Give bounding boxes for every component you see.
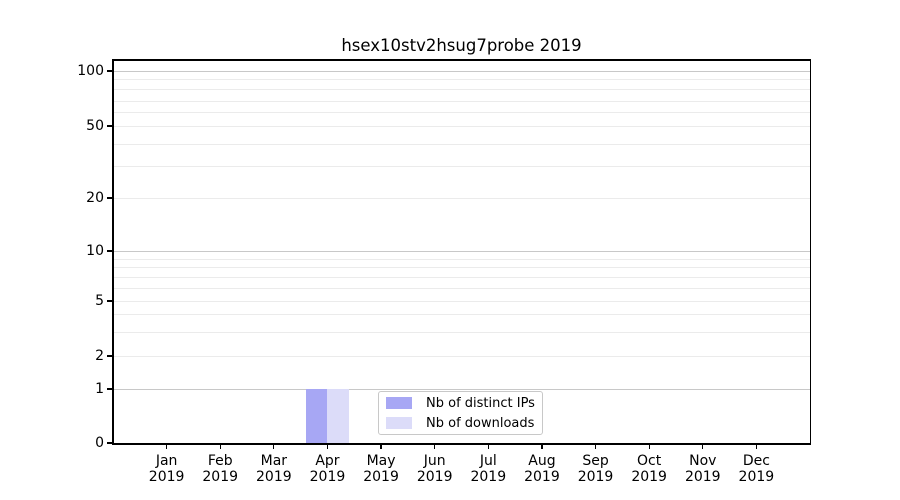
x-tick-label: Jun 2019 (416, 453, 453, 485)
chart-title: hsex10stv2hsug7probe 2019 (341, 36, 582, 55)
gridline-minor (113, 331, 810, 333)
y-tick-label: 100 (77, 63, 104, 79)
legend-label-distinct-ips: Nb of distinct IPs (426, 395, 535, 411)
x-tick-mark (541, 444, 543, 450)
x-tick-mark (755, 444, 758, 450)
gridline-minor (113, 126, 810, 127)
y-tick-label: 2 (95, 348, 104, 364)
y-tick-mark (107, 125, 113, 127)
gridline-minor (113, 356, 810, 357)
x-tick-label: Mar 2019 (256, 453, 292, 485)
y-tick-mark (107, 355, 113, 357)
x-tick-label: Nov 2019 (684, 453, 721, 485)
gridline-major (113, 389, 810, 390)
x-tick-label: Feb 2019 (202, 453, 239, 485)
legend-row-downloads: Nb of downloads (386, 417, 542, 430)
gridline-minor (113, 111, 810, 113)
gridline-minor (113, 258, 810, 260)
y-tick-label: 10 (86, 243, 104, 259)
bar-distinct-ips (305, 389, 328, 443)
gridline-minor (113, 267, 810, 269)
spine-top (112, 59, 811, 61)
gridline-major (113, 251, 810, 252)
spine-bottom (112, 443, 811, 445)
y-tick-label: 1 (95, 381, 104, 397)
y-tick-mark (107, 70, 113, 72)
bar-downloads (327, 389, 349, 443)
gridline-minor (113, 301, 810, 302)
spine-right (809, 59, 811, 445)
gridline-minor (113, 287, 810, 289)
spine-left (112, 59, 114, 445)
legend-swatch-downloads-icon (386, 417, 412, 429)
legend: Nb of distinct IPs Nb of downloads (378, 391, 543, 435)
y-tick-mark (107, 250, 113, 252)
gridline-minor (113, 101, 810, 103)
gridline-minor (113, 198, 810, 199)
y-tick-label: 5 (95, 293, 104, 309)
gridline-minor (113, 79, 810, 81)
gridline-minor (113, 88, 810, 90)
legend-row-distinct-ips: Nb of distinct IPs (386, 397, 542, 410)
y-tick-mark (107, 197, 113, 199)
x-tick-mark (273, 444, 275, 450)
y-tick-label: 50 (86, 118, 104, 134)
x-tick-label: May 2019 (363, 453, 399, 485)
legend-swatch-distinct-ips-icon (386, 397, 412, 409)
plot-area: Nb of distinct IPs Nb of downloads (113, 60, 810, 443)
gridline-minor (113, 143, 810, 145)
x-tick-label: Aug 2019 (524, 453, 560, 485)
x-tick-label: Dec 2019 (738, 453, 775, 485)
gridline-minor (113, 165, 810, 167)
x-tick-mark (594, 444, 597, 450)
x-tick-label: Apr 2019 (309, 453, 346, 485)
y-tick-mark (107, 300, 113, 302)
x-tick-mark (219, 444, 221, 450)
y-tick-mark (107, 388, 113, 390)
x-tick-mark (434, 444, 436, 450)
x-tick-mark (165, 444, 168, 450)
gridline-minor (113, 276, 810, 278)
x-tick-mark (380, 444, 382, 450)
gridline-major (113, 71, 810, 72)
x-tick-mark (487, 444, 489, 450)
y-tick-mark (107, 442, 113, 444)
x-tick-label: Jan 2019 (148, 453, 185, 485)
x-tick-mark (648, 444, 650, 450)
x-tick-label: Oct 2019 (631, 453, 667, 485)
x-tick-label: Jul 2019 (470, 453, 507, 485)
y-tick-label: 20 (86, 190, 104, 206)
x-tick-mark (326, 444, 329, 450)
x-tick-mark (702, 444, 704, 450)
gridline-minor (113, 314, 810, 316)
legend-label-downloads: Nb of downloads (426, 415, 535, 431)
y-tick-label: 0 (95, 435, 104, 451)
x-tick-label: Sep 2019 (577, 453, 614, 485)
